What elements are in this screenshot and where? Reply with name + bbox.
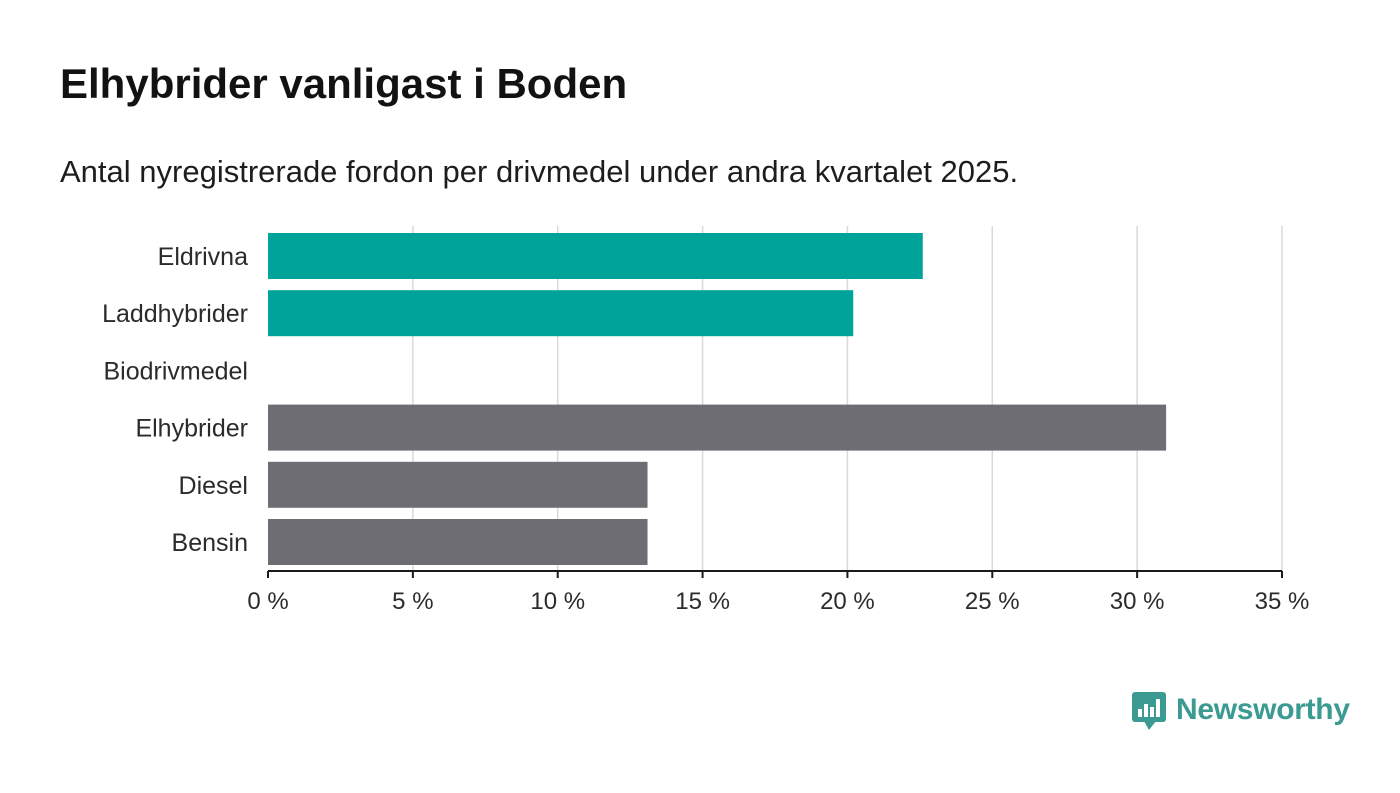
category-label: Bensin xyxy=(172,529,248,557)
x-tick-label: 35 % xyxy=(1255,588,1310,615)
x-tick-label: 10 % xyxy=(530,588,585,615)
bar xyxy=(268,519,648,565)
chart-title: Elhybrider vanligast i Boden xyxy=(60,60,628,107)
x-tick-label: 15 % xyxy=(675,588,730,615)
category-label: Biodrivmedel xyxy=(103,357,248,385)
x-tick-label: 20 % xyxy=(820,588,875,615)
x-tick-label: 25 % xyxy=(965,588,1020,615)
grid-lines xyxy=(412,226,1283,571)
bar xyxy=(268,290,854,337)
category-label: Elhybrider xyxy=(135,415,248,443)
bar-chart-speech-bubble-icon xyxy=(1132,692,1166,730)
newsworthy-logo: Newsworthy xyxy=(1132,690,1350,730)
category-label: Eldrivna xyxy=(158,243,248,271)
category-labels: Eldrivna Laddhybrider Biodrivmedel Elhybrid… xyxy=(102,243,248,557)
x-tick-label: 5 % xyxy=(392,588,433,615)
brand-name: Newsworthy xyxy=(1176,693,1350,726)
x-tick-label: 0 % xyxy=(247,588,288,615)
bar xyxy=(268,233,923,279)
category-label: Laddhybrider xyxy=(102,300,248,328)
bar xyxy=(268,404,1167,451)
x-tick-label: 30 % xyxy=(1110,588,1165,615)
x-axis: 0 % 5 % 10 % 15 % 20 % 25 % 30 % 35 % xyxy=(247,570,1310,615)
bar xyxy=(268,461,648,508)
bars xyxy=(268,233,1167,565)
chart-subtitle: Antal nyregistrerade fordon per drivmede… xyxy=(60,154,1019,189)
category-label: Diesel xyxy=(179,472,248,500)
